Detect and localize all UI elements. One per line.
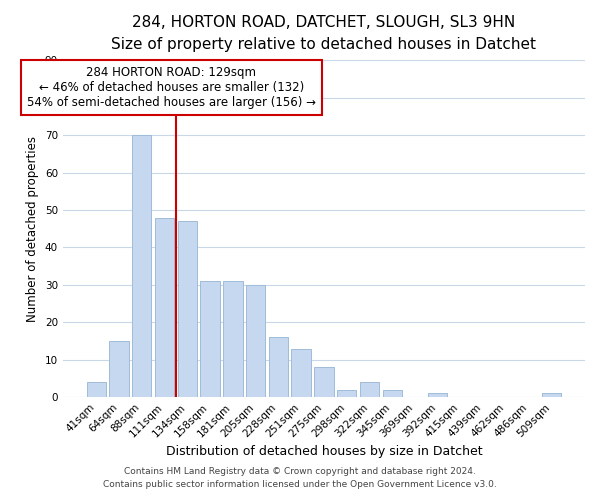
Bar xyxy=(337,390,356,397)
X-axis label: Distribution of detached houses by size in Datchet: Distribution of detached houses by size … xyxy=(166,444,482,458)
Bar xyxy=(360,382,379,397)
Bar xyxy=(542,394,561,397)
Bar xyxy=(428,394,448,397)
Bar xyxy=(269,338,288,397)
Bar xyxy=(223,281,242,397)
Bar xyxy=(132,135,151,397)
Text: 284 HORTON ROAD: 129sqm
← 46% of detached houses are smaller (132)
54% of semi-d: 284 HORTON ROAD: 129sqm ← 46% of detache… xyxy=(27,66,316,109)
Bar xyxy=(155,218,174,397)
Bar xyxy=(292,348,311,397)
Bar xyxy=(86,382,106,397)
Title: 284, HORTON ROAD, DATCHET, SLOUGH, SL3 9HN
Size of property relative to detached: 284, HORTON ROAD, DATCHET, SLOUGH, SL3 9… xyxy=(112,15,536,52)
Y-axis label: Number of detached properties: Number of detached properties xyxy=(26,136,39,322)
Text: Contains HM Land Registry data © Crown copyright and database right 2024.
Contai: Contains HM Land Registry data © Crown c… xyxy=(103,468,497,489)
Bar xyxy=(178,222,197,397)
Bar xyxy=(314,368,334,397)
Bar xyxy=(246,285,265,397)
Bar xyxy=(109,341,128,397)
Bar xyxy=(200,281,220,397)
Bar xyxy=(383,390,402,397)
